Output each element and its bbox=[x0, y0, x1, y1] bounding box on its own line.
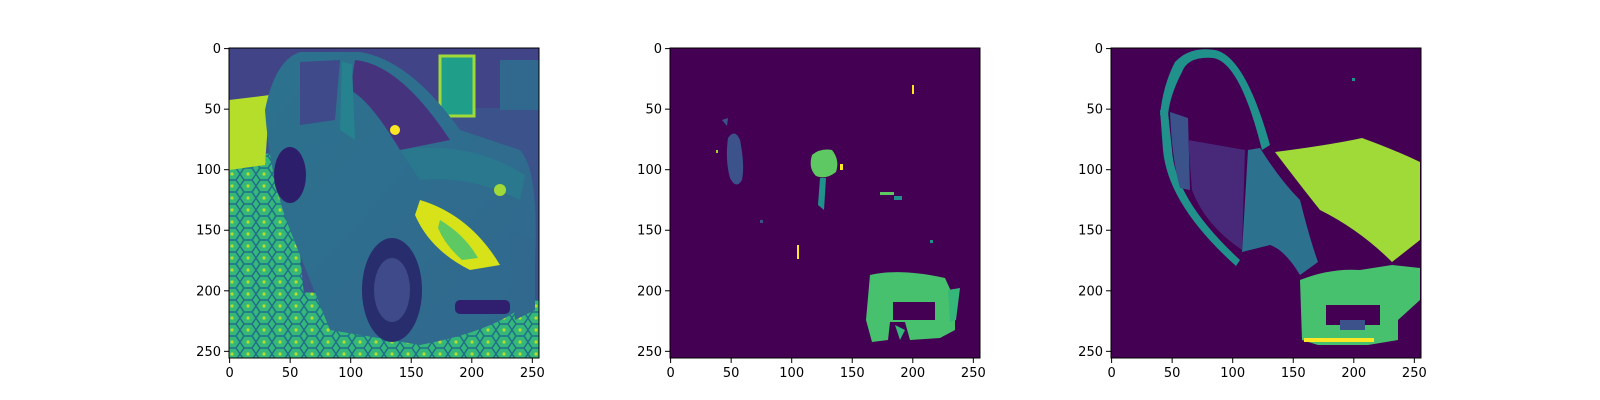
y-tick-label: 50 bbox=[645, 103, 662, 118]
y-tick-label: 50 bbox=[1086, 103, 1103, 118]
x-tick-label: 150 bbox=[399, 366, 424, 381]
y-axis: 0 50 100 150 200 250 bbox=[637, 42, 670, 360]
x-tick-label: 150 bbox=[840, 366, 865, 381]
y-tick-label: 0 bbox=[213, 42, 221, 57]
y-tick-label: 150 bbox=[637, 224, 662, 239]
axes-frame bbox=[1110, 47, 1422, 359]
input-image-panel: 0 50 100 150 200 250 0 50 100 150 200 250 bbox=[196, 42, 545, 381]
y-tick-label: 100 bbox=[1078, 163, 1103, 178]
x-tick-label: 0 bbox=[1107, 366, 1115, 381]
x-tick-label: 200 bbox=[459, 366, 484, 381]
prediction-mask bbox=[670, 48, 980, 358]
y-axis: 0 50 100 150 200 250 bbox=[1078, 42, 1111, 360]
x-tick-label: 150 bbox=[1281, 366, 1306, 381]
x-tick-label: 100 bbox=[779, 366, 804, 381]
x-axis: 0 50 100 150 200 250 bbox=[666, 358, 986, 381]
y-tick-label: 0 bbox=[654, 42, 662, 57]
y-axis: 0 50 100 150 200 250 bbox=[196, 42, 229, 360]
x-axis: 0 50 100 150 200 250 bbox=[1107, 358, 1427, 381]
x-tick-label: 50 bbox=[282, 366, 299, 381]
y-tick-label: 150 bbox=[1078, 224, 1103, 239]
x-tick-label: 0 bbox=[666, 366, 674, 381]
ground-truth-mask-panel: 0 50 100 150 200 250 0 50 100 150 200 250 bbox=[1078, 42, 1427, 381]
x-tick-label: 0 bbox=[225, 366, 233, 381]
y-tick-label: 200 bbox=[637, 284, 662, 299]
x-axis: 0 50 100 150 200 250 bbox=[225, 358, 545, 381]
x-tick-label: 250 bbox=[961, 366, 986, 381]
y-tick-label: 200 bbox=[196, 284, 221, 299]
car-photo bbox=[229, 48, 539, 358]
y-tick-label: 100 bbox=[196, 163, 221, 178]
y-tick-label: 150 bbox=[196, 224, 221, 239]
x-tick-label: 100 bbox=[338, 366, 363, 381]
x-tick-label: 250 bbox=[1402, 366, 1427, 381]
y-tick-label: 50 bbox=[204, 103, 221, 118]
x-tick-label: 100 bbox=[1220, 366, 1245, 381]
axes-frame bbox=[228, 47, 540, 359]
prediction-mask-panel: 0 50 100 150 200 250 0 50 100 150 200 250 bbox=[637, 42, 986, 381]
x-tick-label: 200 bbox=[900, 366, 925, 381]
axes-frame bbox=[669, 47, 981, 359]
x-tick-label: 250 bbox=[520, 366, 545, 381]
y-tick-label: 250 bbox=[1078, 345, 1103, 360]
y-tick-label: 0 bbox=[1095, 42, 1103, 57]
y-tick-label: 250 bbox=[637, 345, 662, 360]
x-tick-label: 50 bbox=[1164, 366, 1181, 381]
x-tick-label: 50 bbox=[723, 366, 740, 381]
y-tick-label: 200 bbox=[1078, 284, 1103, 299]
y-tick-label: 250 bbox=[196, 345, 221, 360]
x-tick-label: 200 bbox=[1341, 366, 1366, 381]
ground-truth-mask bbox=[1111, 48, 1421, 358]
y-tick-label: 100 bbox=[637, 163, 662, 178]
